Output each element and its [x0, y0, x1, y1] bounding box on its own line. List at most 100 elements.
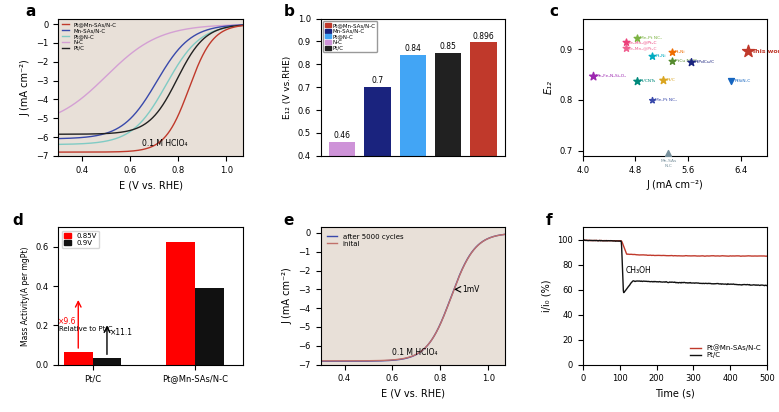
inital: [400, 356, 409, 361]
Pt@Mn-SAs/N-C: [587, 238, 597, 243]
Line: Pt/C: Pt/C: [58, 25, 243, 134]
after 5000 cycles: [425, 341, 434, 346]
Pt/C: [86, 131, 96, 136]
Pt/C: [177, 68, 186, 73]
Text: 0.84: 0.84: [404, 44, 421, 53]
Text: Mn-Pt NCₓ: Mn-Pt NCₓ: [655, 98, 678, 102]
Text: Pt₃Ni: Pt₃Ni: [655, 54, 666, 58]
Pt@N-C: [137, 119, 146, 124]
Point: [724, 78, 737, 84]
Text: c: c: [549, 4, 559, 19]
Mn-SAs/N-C: [86, 134, 96, 139]
Text: 1mV: 1mV: [462, 285, 479, 294]
X-axis label: Time (s): Time (s): [655, 389, 695, 399]
Legend: Pt@Mn-SAs/N-C, Mn-SAs/N-C, Pt@N-C, N-C, Pt/C: Pt@Mn-SAs/N-C, Mn-SAs/N-C, Pt@N-C, N-C, …: [323, 21, 378, 52]
Text: Relative to Pt/C: Relative to Pt/C: [59, 326, 112, 332]
Line: inital: inital: [321, 234, 505, 361]
Bar: [93, 358, 122, 365]
inital: [455, 273, 464, 278]
Text: f: f: [546, 213, 552, 227]
inital: [363, 358, 372, 363]
Pt@Mn-SAs/N-C: [724, 253, 733, 258]
Text: Fe₂Mn₂@Pt₂C: Fe₂Mn₂@Pt₂C: [629, 46, 657, 50]
after 5000 cycles: [400, 356, 409, 361]
Point: [686, 59, 698, 66]
Point: [665, 58, 678, 65]
Pt@Mn-SAs/N-C: [714, 254, 724, 259]
Line: Pt@Mn-SAs/N-C: Pt@Mn-SAs/N-C: [58, 26, 243, 152]
N-C: [137, 43, 146, 48]
Mn-SAs/N-C: [163, 62, 172, 67]
Bar: [471, 42, 497, 248]
N-C: [177, 28, 186, 33]
Pt/C: [54, 132, 63, 137]
Pt/C: [587, 238, 597, 243]
Mn-SAs/N-C: [192, 31, 202, 36]
Pt@N-C: [177, 56, 186, 61]
Pt@N-C: [238, 23, 248, 28]
inital: [500, 232, 509, 237]
Bar: [329, 142, 355, 248]
Pt/C: [619, 290, 629, 295]
Pt@Mn-SAs/N-C: [137, 147, 146, 152]
Text: PtSiN-C: PtSiN-C: [735, 79, 751, 83]
Text: a: a: [25, 4, 36, 19]
Line: after 5000 cycles: after 5000 cycles: [321, 234, 505, 361]
Pt@Mn-SAs/N-C: [663, 253, 672, 258]
N-C: [238, 22, 248, 27]
Pt/C: [578, 238, 587, 243]
Text: Mn₂Fe₂N₆Si₂O₃: Mn₂Fe₂N₆Si₂O₃: [596, 74, 627, 78]
Pt@Mn-SAs/N-C: [101, 150, 111, 154]
Point: [587, 73, 599, 80]
Point: [646, 97, 658, 103]
Line: N-C: N-C: [58, 25, 243, 113]
Text: d: d: [12, 213, 23, 227]
Pt@N-C: [192, 39, 202, 44]
Point: [742, 48, 754, 54]
inital: [425, 341, 434, 346]
after 5000 cycles: [500, 232, 509, 237]
N-C: [101, 74, 111, 79]
after 5000 cycles: [348, 359, 358, 364]
X-axis label: J (mA cm⁻²): J (mA cm⁻²): [647, 180, 703, 190]
Text: PtPdCu/C: PtPdCu/C: [695, 60, 715, 64]
Text: Pt₃Ni: Pt₃Ni: [675, 50, 686, 54]
after 5000 cycles: [363, 358, 372, 363]
N-C: [192, 25, 202, 30]
Line: Pt@N-C: Pt@N-C: [58, 26, 243, 144]
Pt/C: [238, 23, 248, 28]
N-C: [86, 88, 96, 93]
inital: [439, 314, 449, 318]
Y-axis label: J (mA cm⁻²): J (mA cm⁻²): [283, 267, 293, 324]
Text: Pt/C: Pt/C: [667, 77, 675, 82]
Pt/C: [192, 43, 202, 48]
Text: Mn-SAs
N-C: Mn-SAs N-C: [661, 159, 676, 168]
Bar: [64, 352, 93, 365]
inital: [316, 358, 326, 363]
after 5000 cycles: [316, 359, 326, 364]
Text: Mn-Pt NCₓ: Mn-Pt NCₓ: [640, 36, 662, 40]
Bar: [365, 87, 391, 248]
Point: [619, 39, 632, 45]
Pt@Mn-SAs/N-C: [163, 132, 172, 137]
Point: [619, 45, 632, 52]
Pt/C: [757, 283, 767, 288]
Text: 0.7: 0.7: [372, 76, 383, 85]
Text: e: e: [284, 213, 294, 227]
Pt/C: [668, 280, 677, 285]
Bar: [435, 53, 461, 248]
Pt@Mn-SAs/N-C: [54, 150, 63, 154]
Bar: [196, 288, 224, 365]
Text: b: b: [284, 4, 294, 19]
Y-axis label: i/i₀ (%): i/i₀ (%): [541, 280, 552, 312]
Text: This work: This work: [751, 49, 779, 54]
Pt/C: [663, 280, 672, 285]
Line: Mn-SAs/N-C: Mn-SAs/N-C: [58, 25, 243, 138]
Mn-SAs/N-C: [177, 43, 186, 48]
Pt@N-C: [101, 139, 111, 144]
Text: 0.46: 0.46: [333, 131, 351, 140]
Text: 0.1 M HClO₄: 0.1 M HClO₄: [393, 348, 438, 357]
Legend: Pt@Mn-SAs/N-C, Mn-SAs/N-C, Pt@N-C, N-C, Pt/C: Pt@Mn-SAs/N-C, Mn-SAs/N-C, Pt@N-C, N-C, …: [60, 20, 118, 53]
Point: [630, 35, 643, 41]
Y-axis label: Mass Activity(A per mgPt): Mass Activity(A per mgPt): [21, 246, 30, 346]
